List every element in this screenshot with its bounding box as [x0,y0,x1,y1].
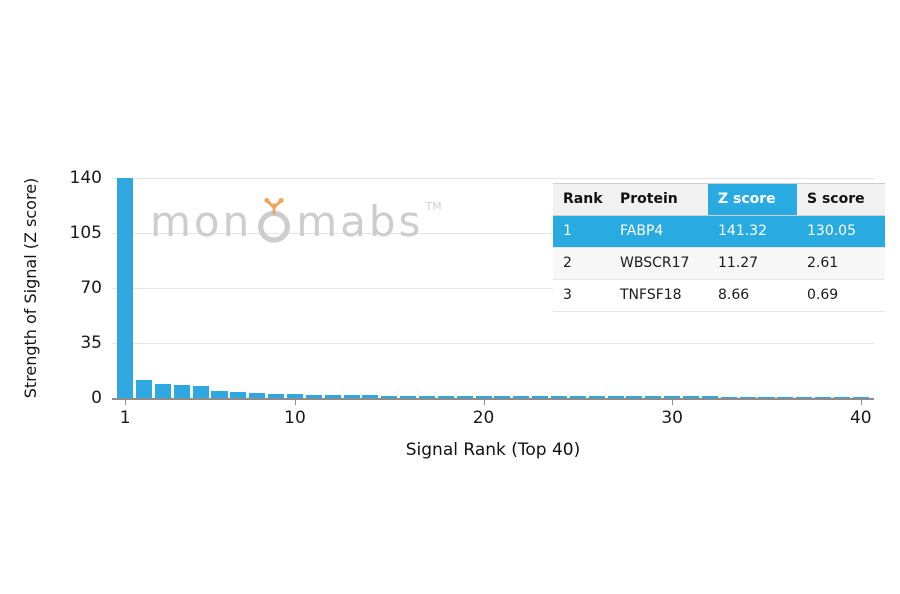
col-header-sscore: S score [807,191,865,207]
bar-rank-10 [286,394,303,398]
x-tick-label: 40 [849,408,872,428]
bar-rank-32 [701,396,718,398]
cell-rank: 2 [553,248,610,279]
cell-zscore: 141.32 [708,216,797,247]
results-table: Rank Protein Z score S score 1 FABP4 141… [553,183,885,312]
bar-rank-33 [720,396,737,398]
bar-rank-34 [739,396,756,398]
cell-protein: WBSCR17 [610,248,708,279]
x-tick-mark [483,400,485,405]
bar-rank-16 [400,395,417,398]
bar-rank-12 [324,395,341,398]
bar-rank-3 [154,384,171,398]
bar-rank-24 [550,396,568,398]
bar-rank-7 [230,392,247,398]
cell-protein: FABP4 [610,216,708,247]
plot-area [112,178,874,400]
bar-rank-40 [852,396,869,398]
bar-rank-25 [569,396,586,398]
bar-rank-20 [475,395,492,398]
table-row: 3 TNFSF18 8.66 0.69 [553,280,885,312]
bar-rank-23 [532,396,549,398]
bar-rank-19 [456,395,473,398]
table-header-row: Rank Protein Z score S score [553,184,885,216]
x-tick-label: 10 [284,408,306,428]
bar-rank-29 [645,396,662,398]
col-header-protein: Protein [620,191,678,207]
gridline [112,178,874,179]
table-row: 1 FABP4 141.32 130.05 [553,216,885,248]
col-header-zscore: Z score [708,184,797,215]
bar-rank-37 [796,396,813,398]
y-tick-label: 70 [80,278,102,298]
bar-rank-4 [173,384,190,398]
bar-rank-31 [683,396,700,398]
y-tick-label: 140 [69,168,102,188]
bar-rank-8 [249,393,266,398]
x-tick-label: 1 [119,408,131,428]
bar-rank-14 [362,395,379,398]
monomabs-watermark: mon mabs TM [150,192,442,250]
bar-rank-35 [758,396,775,398]
y-tick-labels: 0 35 70 105 140 [0,168,102,408]
bar-rank-13 [343,395,360,398]
cell-zscore: 8.66 [718,287,750,303]
x-tick-mark [125,400,127,405]
x-tick-mark [672,400,674,405]
x-axis-label: Signal Rank (Top 40) [405,440,581,460]
cell-sscore: 2.61 [797,248,885,279]
bar-rank-38 [815,396,832,398]
y-tick-label: 105 [69,223,102,243]
bar-rank-17 [418,395,435,398]
watermark-text-right: mabs [296,196,424,246]
watermark-text-left: mon [150,196,253,246]
bar-rank-1 [117,178,134,398]
watermark-tm: TM [425,200,442,213]
gridline [112,233,874,234]
bar-rank-26 [588,396,605,398]
x-axis: 1 10 20 30 40 [112,400,874,440]
x-tick-label: 30 [661,408,683,428]
bar-rank-39 [833,396,850,398]
y-tick-label: 0 [91,388,102,408]
bar-rank-18 [437,395,454,398]
y-tick-label: 35 [80,333,102,353]
cell-rank: 1 [553,216,610,247]
bar-rank-28 [626,396,643,398]
bar-rank-21 [494,396,511,398]
bar-rank-27 [607,396,624,398]
bar-rank-22 [513,396,530,398]
cell-rank: 3 [563,287,572,303]
monomabs-logo-icon [252,187,296,255]
bar-rank-2 [136,380,153,398]
bar-rank-36 [777,396,794,398]
cell-sscore: 0.69 [807,287,839,303]
bar-rank-15 [381,395,398,398]
gridline [112,288,874,289]
bar-rank-11 [305,394,322,398]
bar-rank-5 [192,385,209,398]
x-tick-mark [294,400,296,405]
cell-zscore: 11.27 [708,248,797,279]
bar-rank-9 [268,393,285,398]
x-tick-label: 20 [472,408,495,428]
bar-rank-6 [211,391,228,398]
gridline [112,343,874,344]
col-header-rank: Rank [563,191,603,207]
bar-rank-30 [664,396,681,398]
cell-sscore: 130.05 [797,216,885,247]
table-row: 2 WBSCR17 11.27 2.61 [553,248,885,280]
cell-protein: TNFSF18 [620,287,682,303]
x-tick-mark [860,400,862,405]
